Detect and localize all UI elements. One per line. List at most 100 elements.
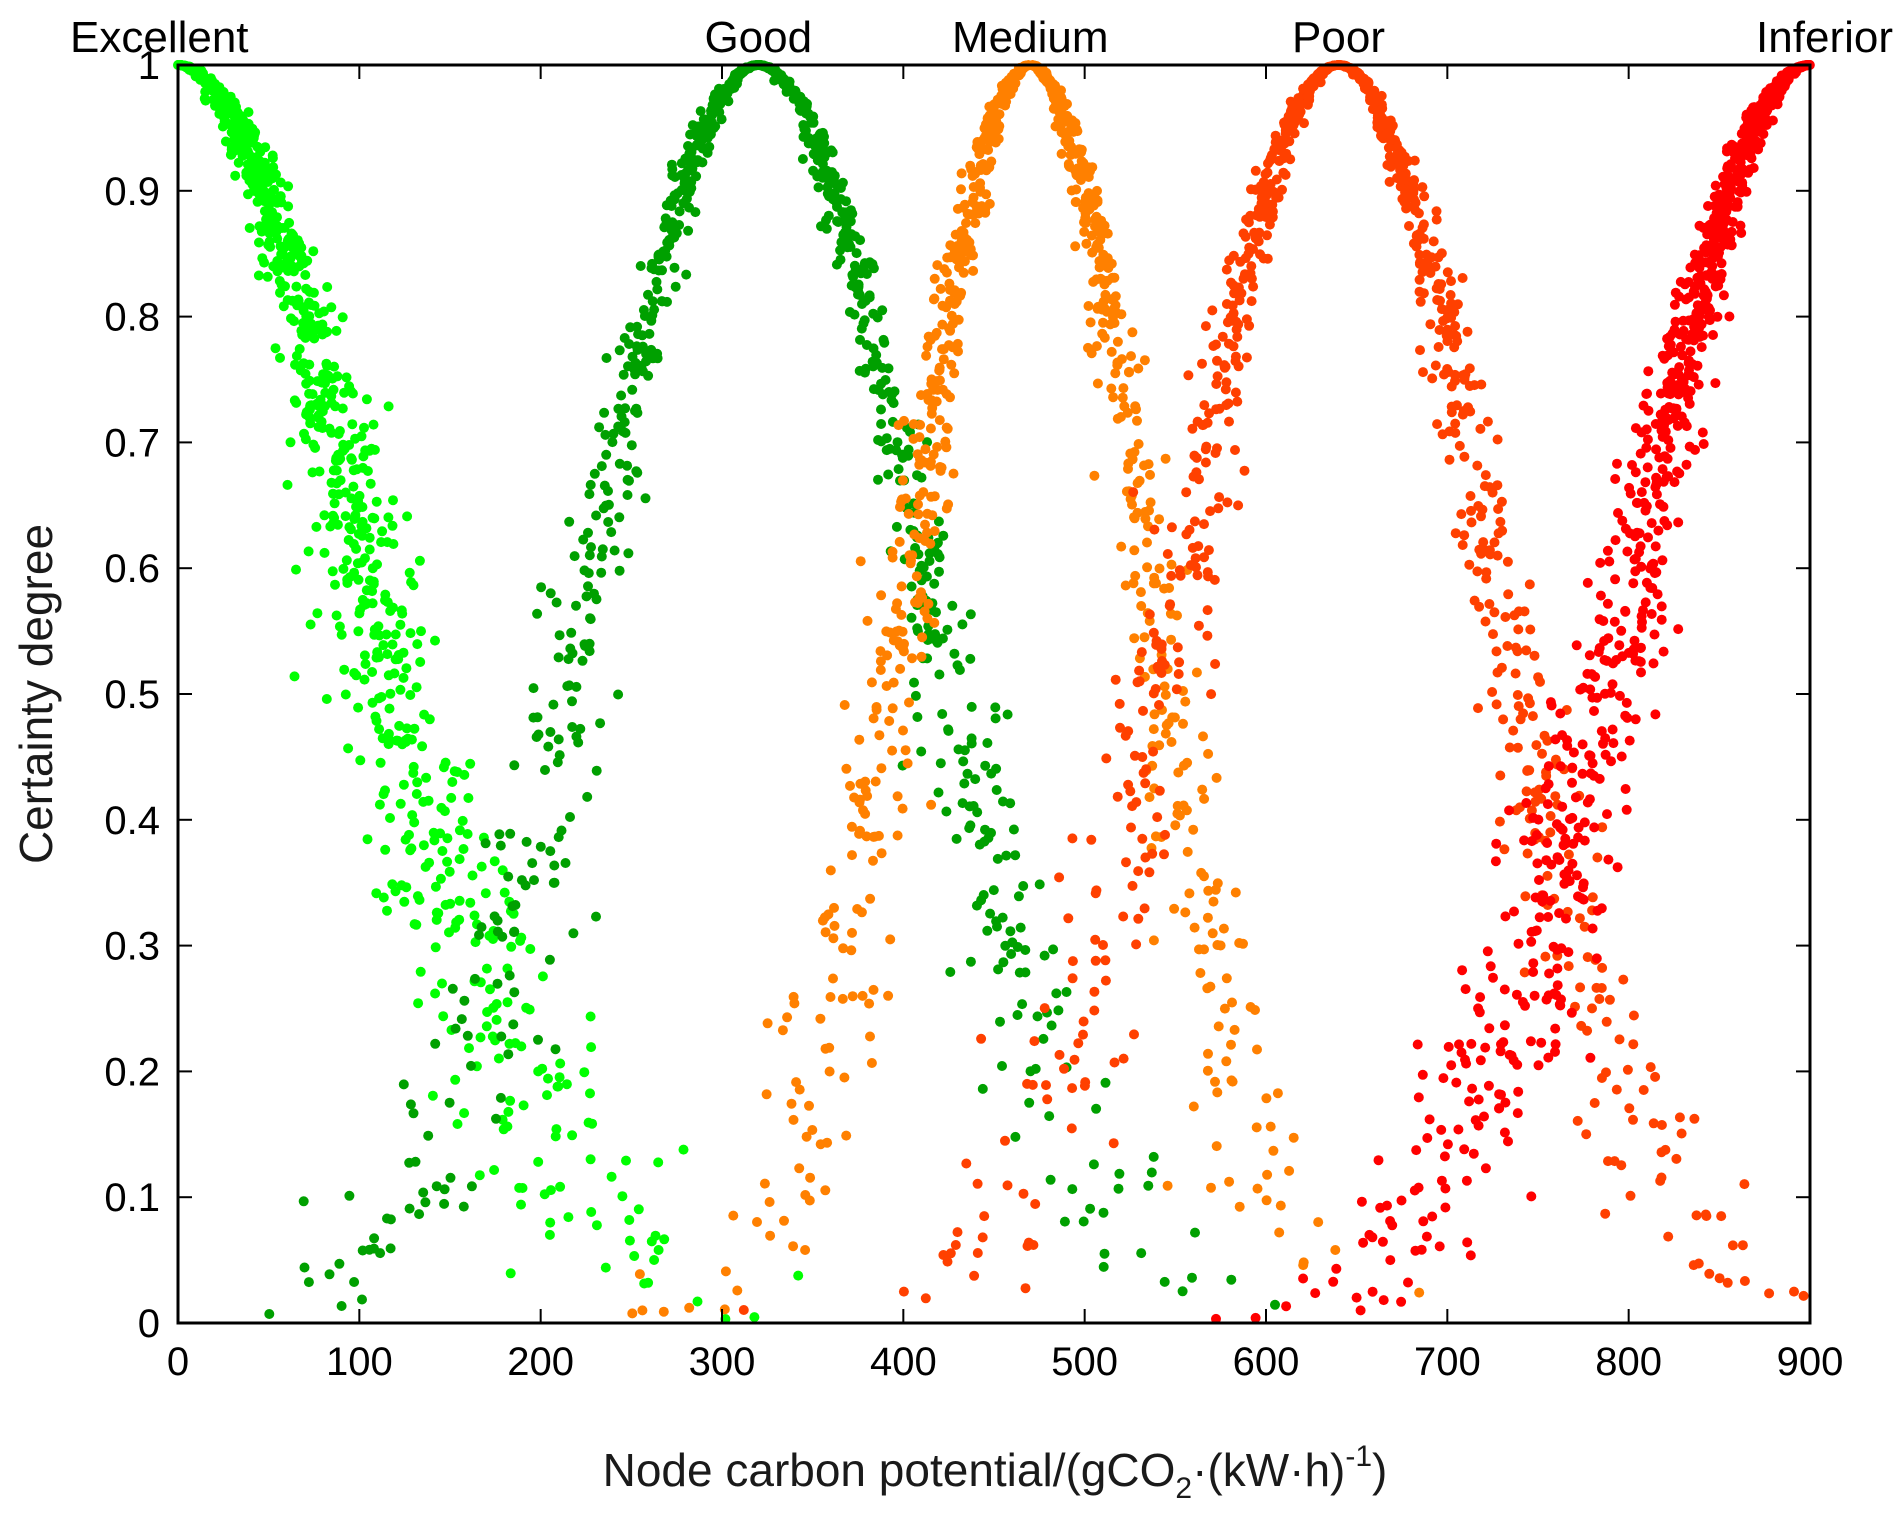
point-excellent xyxy=(394,720,405,731)
point-good xyxy=(685,150,696,161)
point-medium xyxy=(1092,378,1103,389)
point-excellent xyxy=(411,789,422,799)
point-inferior xyxy=(1466,1038,1477,1049)
point-good xyxy=(893,464,904,475)
point-good xyxy=(646,263,657,274)
point-poor xyxy=(1089,1005,1100,1016)
point-poor xyxy=(1078,1029,1088,1040)
point-poor xyxy=(1231,324,1242,335)
point-excellent xyxy=(307,320,318,331)
point-medium xyxy=(1145,497,1156,508)
point-medium xyxy=(1081,238,1092,249)
point-good xyxy=(299,1262,310,1273)
point-inferior xyxy=(1646,560,1657,570)
point-poor xyxy=(1445,290,1456,300)
point-medium xyxy=(1252,1044,1262,1055)
point-poor xyxy=(1435,295,1445,306)
x-axis-label-end: ) xyxy=(1372,1444,1387,1496)
point-inferior xyxy=(1664,331,1675,342)
point-good xyxy=(710,89,720,100)
point-poor xyxy=(1377,103,1388,114)
point-inferior xyxy=(1590,671,1601,682)
point-good xyxy=(934,669,945,680)
point-inferior xyxy=(1509,906,1519,917)
x-axis-label-mid: ·(kW·h) xyxy=(1192,1444,1345,1496)
point-poor xyxy=(1508,725,1519,736)
point-medium xyxy=(1132,478,1143,489)
point-medium xyxy=(929,526,940,537)
point-excellent xyxy=(452,1119,463,1129)
point-good xyxy=(666,224,677,235)
point-poor xyxy=(1234,295,1245,306)
point-good xyxy=(545,727,556,737)
point-poor xyxy=(1191,467,1202,478)
point-medium xyxy=(916,651,927,662)
point-inferior xyxy=(1656,425,1667,436)
point-good xyxy=(799,124,810,135)
point-good xyxy=(846,205,856,216)
point-poor xyxy=(1693,1258,1704,1269)
point-good xyxy=(616,411,627,422)
point-medium xyxy=(899,415,909,426)
point-poor xyxy=(1148,688,1159,699)
point-good xyxy=(608,428,619,439)
point-good xyxy=(503,871,514,882)
point-excellent xyxy=(405,628,416,639)
point-poor xyxy=(1503,589,1514,600)
point-medium xyxy=(1064,162,1075,172)
point-good xyxy=(881,433,892,444)
point-inferior xyxy=(1546,700,1557,711)
point-poor xyxy=(1512,690,1523,700)
point-medium xyxy=(1120,580,1131,591)
point-poor xyxy=(1250,165,1261,176)
point-medium xyxy=(1284,1165,1295,1176)
point-excellent xyxy=(444,866,455,877)
point-medium xyxy=(1135,587,1146,598)
point-excellent xyxy=(678,1144,689,1155)
point-excellent xyxy=(292,246,302,257)
point-excellent xyxy=(388,539,399,549)
point-good xyxy=(423,1130,434,1141)
point-inferior xyxy=(1636,611,1647,622)
point-excellent xyxy=(326,302,337,313)
point-poor xyxy=(1614,1034,1625,1045)
point-good xyxy=(571,681,582,692)
point-poor xyxy=(1419,191,1430,202)
point-good xyxy=(977,1083,988,1094)
point-good xyxy=(887,388,898,399)
point-inferior xyxy=(1464,1096,1475,1107)
point-excellent xyxy=(378,640,389,651)
point-medium xyxy=(868,831,879,842)
point-good xyxy=(622,490,633,500)
point-medium xyxy=(894,536,905,547)
point-excellent xyxy=(430,942,441,953)
point-excellent xyxy=(561,1079,572,1090)
point-good xyxy=(445,1172,456,1183)
point-inferior xyxy=(1465,1250,1476,1261)
point-poor xyxy=(1187,423,1198,434)
point-poor xyxy=(1246,184,1256,195)
point-inferior xyxy=(1749,115,1760,126)
point-medium xyxy=(1221,973,1232,984)
point-medium xyxy=(845,780,855,791)
point-excellent xyxy=(321,694,332,704)
point-medium xyxy=(1106,294,1117,305)
point-good xyxy=(1100,1077,1111,1088)
point-poor xyxy=(1464,363,1475,374)
point-excellent xyxy=(239,127,250,138)
point-good xyxy=(462,1030,473,1041)
point-poor xyxy=(1211,339,1221,350)
point-poor xyxy=(1704,1268,1715,1279)
point-poor xyxy=(1415,345,1425,356)
point-medium xyxy=(720,1266,731,1277)
point-good xyxy=(591,594,602,605)
point-poor xyxy=(1563,849,1574,860)
point-inferior xyxy=(1578,878,1589,889)
point-inferior xyxy=(1385,1216,1396,1226)
point-good xyxy=(906,581,917,592)
point-poor xyxy=(1495,516,1506,527)
point-medium xyxy=(779,1215,789,1226)
point-medium xyxy=(1142,537,1152,548)
point-excellent xyxy=(251,158,262,169)
point-inferior xyxy=(1642,434,1653,445)
